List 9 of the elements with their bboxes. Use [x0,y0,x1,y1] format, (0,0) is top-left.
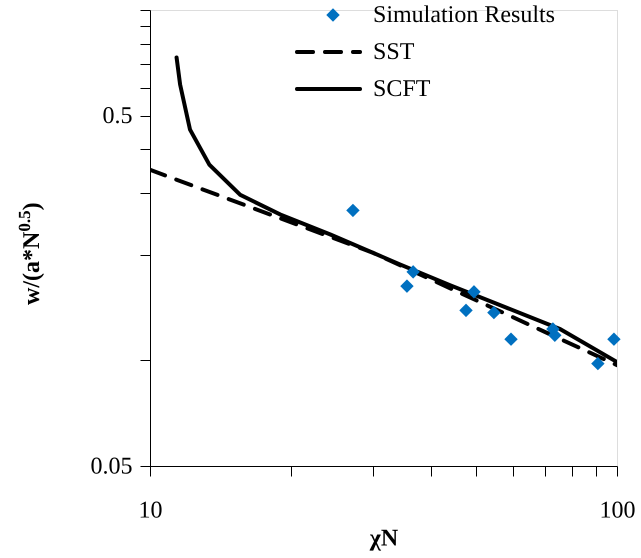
y-axis-title: w/(a*N0.5) [15,202,45,305]
legend-label: SST [373,39,415,65]
x-tick-label: 10 [138,498,162,524]
legend-label: SCFT [373,76,431,102]
y-tick-label: 0.05 [90,454,132,480]
x-tick-label: 100 [600,498,636,524]
legend-label: Simulation Results [373,2,556,28]
x-axis-title: χN [368,526,399,552]
y-tick-label: 0.5 [102,103,132,130]
